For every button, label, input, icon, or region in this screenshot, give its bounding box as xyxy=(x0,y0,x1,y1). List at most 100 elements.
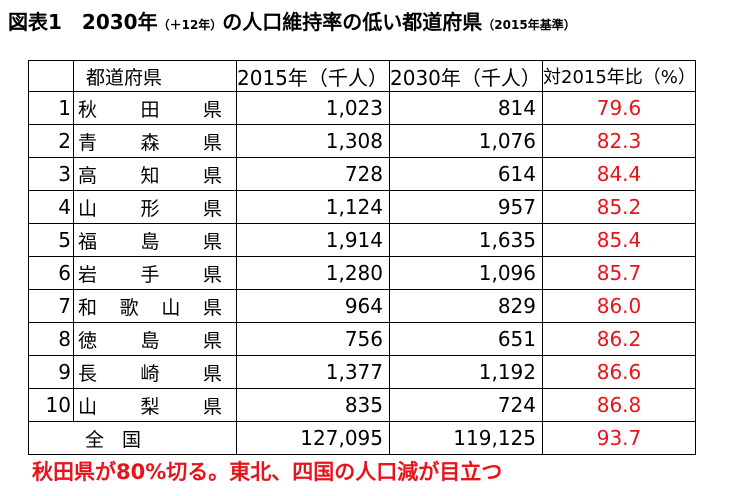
title-rest: の人口維持率の低い都道府県 xyxy=(222,10,483,34)
prefecture-char: 知 xyxy=(140,164,160,187)
prefecture-cell: 長崎県 xyxy=(73,355,237,389)
ratio-cell: 85.7 xyxy=(542,256,696,290)
title-suffix: （2015年基準） xyxy=(482,18,576,32)
value-2015-cell: 1,124 xyxy=(236,190,390,224)
prefecture-char: 山 xyxy=(78,395,98,418)
value-2015-cell: 1,280 xyxy=(236,256,390,290)
rank-cell: 6 xyxy=(28,256,74,290)
prefecture-char: 県 xyxy=(202,395,222,418)
prefecture-name: 山形県 xyxy=(74,194,236,221)
prefecture-cell: 高知県 xyxy=(73,157,237,191)
table-row: 3 高 知 県 728 614 84.4 xyxy=(28,157,696,191)
prefecture-char: 島 xyxy=(140,230,160,253)
prefecture-cell: 徳島県 xyxy=(73,322,237,356)
prefecture-name: 長崎県 xyxy=(74,359,236,386)
caption: 秋田県が80%切る。東北、四国の人口減が目立つ xyxy=(32,460,503,484)
prefecture-char: 森 xyxy=(140,131,160,154)
ratio-cell: 86.6 xyxy=(542,355,696,389)
prefecture-char: 高 xyxy=(78,164,98,187)
value-2015-cell: 1,377 xyxy=(236,355,390,389)
table-body: 1 秋田県 1,023 814 79.6 2 青森県 1,308 1,076 82.3 3 高知県 72… xyxy=(28,91,696,455)
title-main: 図表1 2030年 xyxy=(8,10,158,34)
rank-cell: 7 xyxy=(28,289,74,323)
prefecture-char: 山 xyxy=(78,197,98,220)
total-label: 全国 xyxy=(28,421,237,455)
table-row: 10 山 梨 県 835 724 86.8 xyxy=(28,388,696,422)
prefecture-char: 県 xyxy=(202,362,222,385)
value-2030-cell: 1,635 xyxy=(389,223,543,257)
prefecture-cell: 秋田県 xyxy=(73,91,237,125)
ratio-cell: 79.6 xyxy=(542,91,696,125)
table-row: 8 徳 島 県 756 651 86.2 xyxy=(28,322,696,356)
ratio-cell: 85.2 xyxy=(542,190,696,224)
value-2030-cell: 1,076 xyxy=(389,124,543,158)
prefecture-char: 秋 xyxy=(78,98,98,121)
ratio-cell: 86.0 xyxy=(542,289,696,323)
ratio-cell: 86.8 xyxy=(542,388,696,422)
prefecture-char: 県 xyxy=(202,263,222,286)
header-row: 都道府県 2015年（千人） 2030年（千人） 対2015年比（%） xyxy=(28,60,696,92)
prefecture-char: 島 xyxy=(140,329,160,352)
value-2030-cell: 1,192 xyxy=(389,355,543,389)
prefecture-char: 田 xyxy=(140,98,160,121)
prefecture-char: 青 xyxy=(78,131,98,154)
ratio-cell: 84.4 xyxy=(542,157,696,191)
prefecture-name: 岩手県 xyxy=(74,260,236,287)
table-row: 2 青 森 県 1,308 1,076 82.3 xyxy=(28,124,696,158)
prefecture-char: 県 xyxy=(202,230,222,253)
value-2030-cell: 814 xyxy=(389,91,543,125)
table-row: 9 長 崎 県 1,377 1,192 86.6 xyxy=(28,355,696,389)
prefecture-char: 徳 xyxy=(78,329,98,352)
rank-cell: 9 xyxy=(28,355,74,389)
table-row: 5 福 島 県 1,914 1,635 85.4 xyxy=(28,223,696,257)
prefecture-char: 県 xyxy=(202,131,222,154)
prefecture-cell: 山梨県 xyxy=(73,388,237,422)
rank-cell: 1 xyxy=(28,91,74,125)
value-2030-cell: 651 xyxy=(389,322,543,356)
table-row: 7 和歌山県 964 829 86.0 xyxy=(28,289,696,323)
prefecture-char: 山 xyxy=(161,296,181,319)
total-row: 全国 127,095 119,125 93.7 xyxy=(28,421,696,455)
ratio-cell: 85.4 xyxy=(542,223,696,257)
value-2015-cell: 964 xyxy=(236,289,390,323)
value-2015-cell: 1,023 xyxy=(236,91,390,125)
value-2030-cell: 1,096 xyxy=(389,256,543,290)
ratio-cell: 82.3 xyxy=(542,124,696,158)
value-2030-cell: 614 xyxy=(389,157,543,191)
page-title: 図表1 2030年 （＋12年） の人口維持率の低い都道府県 （2015年基準） xyxy=(8,6,576,40)
prefecture-char: 県 xyxy=(202,197,222,220)
total-2030-cell: 119,125 xyxy=(389,421,543,455)
value-2015-cell: 756 xyxy=(236,322,390,356)
prefecture-name: 福島県 xyxy=(74,227,236,254)
value-2015-cell: 1,308 xyxy=(236,124,390,158)
prefecture-char: 歌 xyxy=(119,296,139,319)
prefecture-char: 和 xyxy=(78,296,98,319)
value-2015-cell: 728 xyxy=(236,157,390,191)
prefecture-char: 長 xyxy=(78,362,98,385)
header-2015: 2015年（千人） xyxy=(236,60,390,92)
prefecture-cell: 福島県 xyxy=(73,223,237,257)
value-2015-cell: 1,914 xyxy=(236,223,390,257)
prefecture-cell: 岩手県 xyxy=(73,256,237,290)
header-prefecture: 都道府県 xyxy=(73,60,237,92)
prefecture-char: 県 xyxy=(202,98,222,121)
prefecture-cell: 青森県 xyxy=(73,124,237,158)
prefecture-char: 梨 xyxy=(140,395,160,418)
rank-cell: 10 xyxy=(28,388,74,422)
header-rank xyxy=(28,60,74,92)
prefecture-char: 県 xyxy=(202,296,222,319)
rank-cell: 4 xyxy=(28,190,74,224)
prefecture-char: 福 xyxy=(78,230,98,253)
value-2030-cell: 957 xyxy=(389,190,543,224)
prefecture-char: 岩 xyxy=(78,263,98,286)
prefecture-name: 山梨県 xyxy=(74,392,236,419)
prefecture-cell: 和歌山県 xyxy=(73,289,237,323)
table-row: 4 山 形 県 1,124 957 85.2 xyxy=(28,190,696,224)
prefecture-char: 崎 xyxy=(140,362,160,385)
rank-cell: 2 xyxy=(28,124,74,158)
prefecture-char: 県 xyxy=(202,164,222,187)
prefecture-char: 県 xyxy=(202,329,222,352)
prefecture-name: 青森県 xyxy=(74,128,236,155)
value-2030-cell: 829 xyxy=(389,289,543,323)
